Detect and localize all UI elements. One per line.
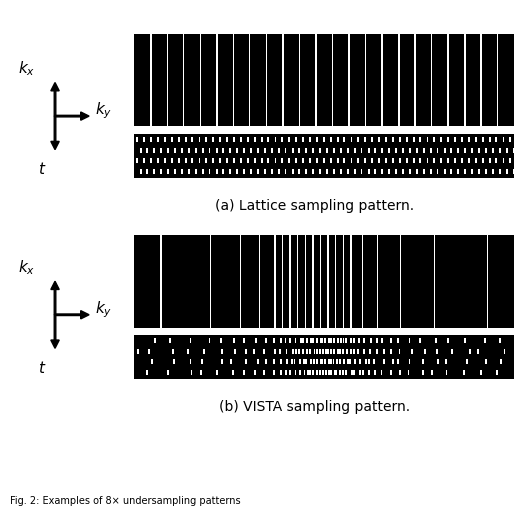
Text: (a) Lattice sampling pattern.: (a) Lattice sampling pattern. — [215, 199, 414, 213]
Text: Fig. 2: Examples of 8× undersampling patterns: Fig. 2: Examples of 8× undersampling pat… — [10, 496, 241, 506]
Text: $k_y$: $k_y$ — [95, 299, 113, 320]
Text: $k_y$: $k_y$ — [95, 101, 113, 121]
Text: (b) VISTA sampling pattern.: (b) VISTA sampling pattern. — [219, 400, 410, 414]
Text: $t$: $t$ — [38, 360, 46, 376]
Text: $k_x$: $k_x$ — [18, 60, 35, 78]
Text: $t$: $t$ — [38, 161, 46, 177]
Text: $k_x$: $k_x$ — [18, 259, 35, 277]
